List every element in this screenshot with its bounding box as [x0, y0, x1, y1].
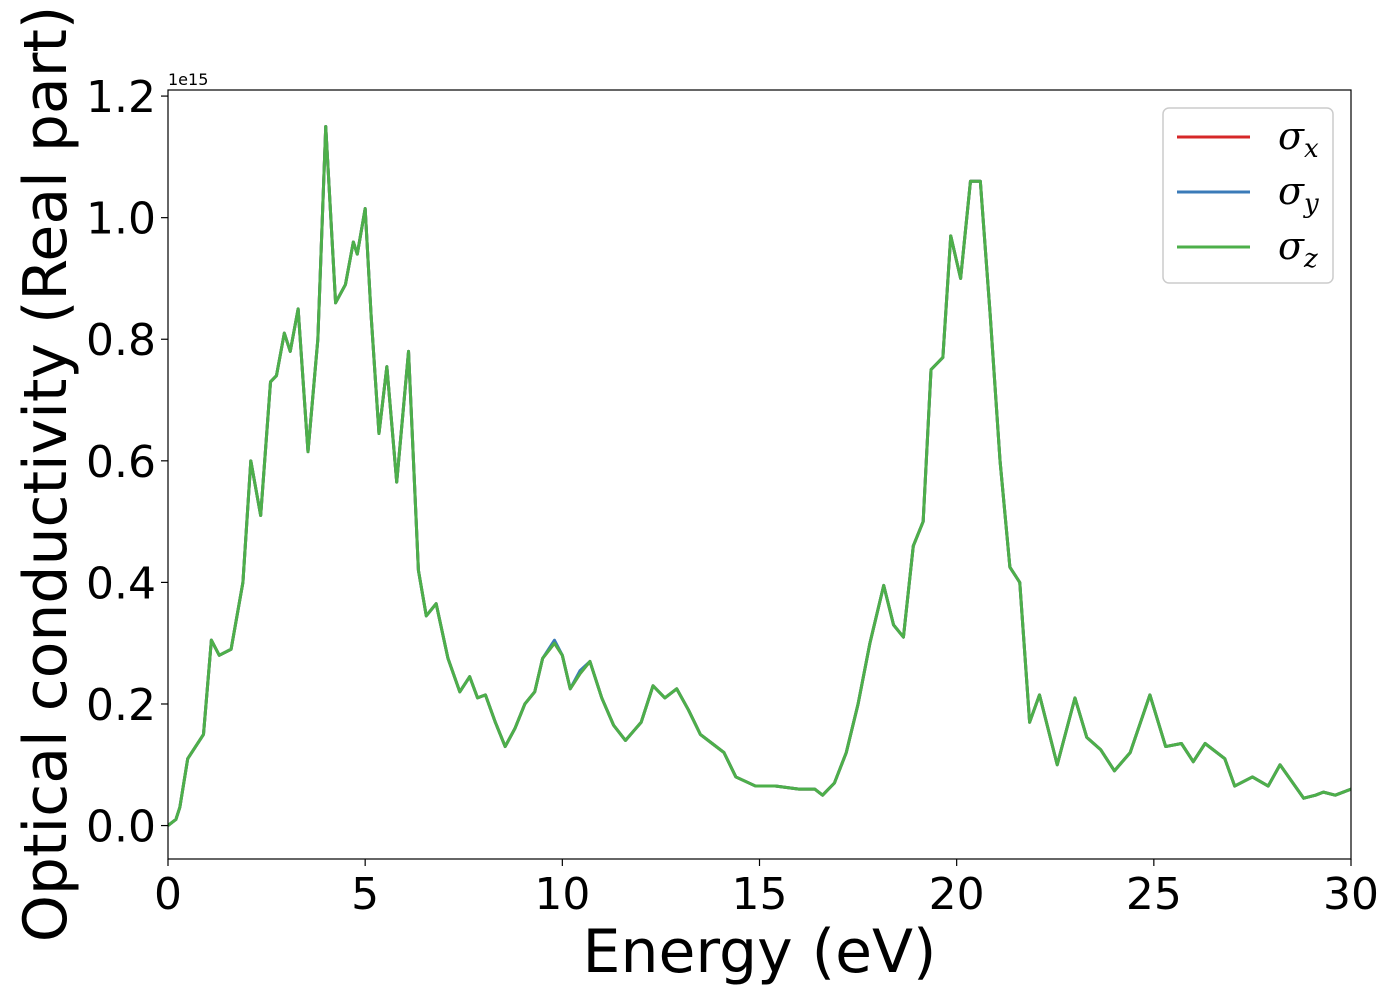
y-tick-label: 0.8	[86, 315, 156, 366]
y-axis-title: Optical conductivity (Real part)	[11, 6, 81, 943]
x-axis-title: Energy (eV)	[583, 917, 937, 987]
legend-frame	[1162, 107, 1334, 284]
y-tick-label: 0.6	[86, 437, 156, 488]
y-tick-label: 0.2	[86, 680, 156, 731]
y-axis: 0.0 0.2 0.4 0.6 0.8 1.0 1.2	[86, 72, 168, 853]
x-tick-label: 25	[1126, 869, 1182, 920]
x-tick-label: 10	[534, 869, 590, 920]
legend-subscript: y	[1303, 189, 1319, 219]
y-offset-label: 1e15	[168, 70, 208, 89]
x-axis: 0 5 10 15 20 25 30	[154, 859, 1379, 920]
legend-subscript: z	[1303, 244, 1318, 274]
x-tick-label: 5	[351, 869, 379, 920]
series-layer	[168, 124, 1351, 827]
x-tick-label: 30	[1323, 869, 1379, 920]
y-tick-label: 1.2	[86, 72, 156, 123]
x-tick-label: 15	[732, 869, 788, 920]
legend-subscript: x	[1304, 134, 1319, 164]
x-tick-label: 0	[154, 869, 182, 920]
y-tick-label: 0.4	[86, 558, 156, 609]
legend-label-z: σz	[1278, 224, 1318, 274]
y-tick-label: 1.0	[86, 194, 156, 245]
y-tick-label: 0.0	[86, 802, 156, 853]
x-tick-label: 20	[929, 869, 985, 920]
series-line-z	[168, 124, 1351, 827]
